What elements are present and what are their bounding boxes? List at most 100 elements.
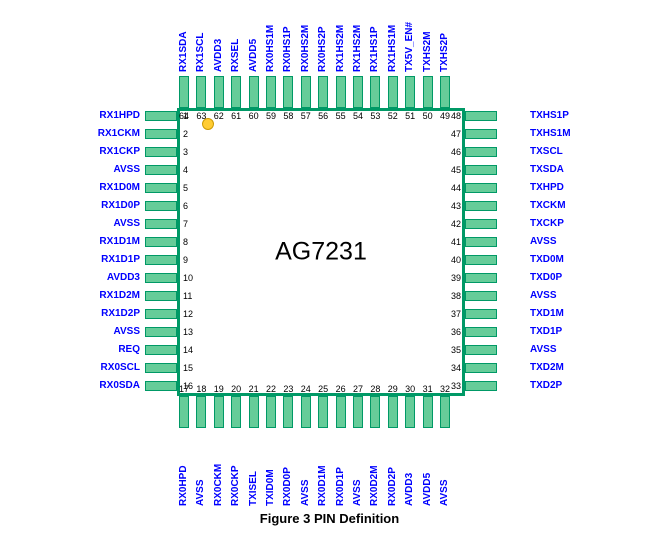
pin-63: [196, 76, 206, 108]
pin-20: [231, 396, 241, 428]
pin-41: [465, 237, 497, 247]
pin-num-63: 63: [193, 111, 209, 121]
pin-label-41: AVSS: [530, 236, 557, 247]
pin-num-61: 61: [228, 111, 244, 121]
pin-38: [465, 291, 497, 301]
pin-num-11: 11: [183, 291, 192, 301]
pin-label-1: RX1HPD: [40, 110, 140, 121]
pin-label-59: RX0HS1M: [265, 8, 276, 72]
pin-55: [336, 76, 346, 108]
pin-num-42: 42: [445, 219, 461, 229]
pin-48: [465, 111, 497, 121]
pin-label-8: RX1D1M: [40, 236, 140, 247]
pin-num-23: 23: [280, 384, 296, 394]
pin-label-40: TXD0M: [530, 254, 564, 265]
pin-num-3: 3: [183, 147, 188, 157]
pin-label-9: RX1D1P: [40, 254, 140, 265]
pin-num-12: 12: [183, 309, 193, 319]
pin-label-3: RX1CKP: [40, 146, 140, 157]
pin-label-11: RX1D2M: [40, 290, 140, 301]
pin-label-10: AVDD3: [40, 272, 140, 283]
pin-num-29: 29: [385, 384, 401, 394]
pin-num-26: 26: [333, 384, 349, 394]
pin-33: [465, 381, 497, 391]
pin-label-30: AVDD3: [404, 436, 415, 506]
pin-23: [283, 396, 293, 428]
pin-num-60: 60: [246, 111, 262, 121]
pin-num-31: 31: [420, 384, 436, 394]
pin-35: [465, 345, 497, 355]
pin-num-45: 45: [445, 165, 461, 175]
pin-label-39: TXD0P: [530, 272, 562, 283]
pin-label-43: TXCKM: [530, 200, 566, 211]
pin-label-5: RX1D0M: [40, 182, 140, 193]
pin-6: [145, 201, 177, 211]
pin-17: [179, 396, 189, 428]
pin-label-31: AVDD5: [422, 436, 433, 506]
pin-54: [353, 76, 363, 108]
pin-label-14: REQ: [40, 344, 140, 355]
pin-num-30: 30: [402, 384, 418, 394]
pin-30: [405, 396, 415, 428]
pin-10: [145, 273, 177, 283]
pin-28: [370, 396, 380, 428]
pin-label-52: RX1HS1M: [387, 8, 398, 72]
pin-label-24: AVSS: [300, 436, 311, 506]
pin-43: [465, 201, 497, 211]
pin-num-37: 37: [445, 309, 461, 319]
pin-num-44: 44: [445, 183, 461, 193]
pin-num-58: 58: [280, 111, 296, 121]
pin-60: [249, 76, 259, 108]
pin-62: [214, 76, 224, 108]
pin-label-22: TXID0M: [265, 436, 276, 506]
pin-num-8: 8: [183, 237, 188, 247]
pin-num-5: 5: [183, 183, 188, 193]
pin-label-42: TXCKP: [530, 218, 564, 229]
pin-5: [145, 183, 177, 193]
pin-num-25: 25: [315, 384, 331, 394]
pin-num-38: 38: [445, 291, 461, 301]
pin-num-57: 57: [298, 111, 314, 121]
pin-49: [440, 76, 450, 108]
pin-num-43: 43: [445, 201, 461, 211]
pin-14: [145, 345, 177, 355]
pin-label-2: RX1CKM: [40, 128, 140, 139]
pin-label-35: AVSS: [530, 344, 557, 355]
pin-4: [145, 165, 177, 175]
pin-label-23: RX0D0P: [282, 436, 293, 506]
pin-num-46: 46: [445, 147, 461, 157]
pin-3: [145, 147, 177, 157]
pin-40: [465, 255, 497, 265]
pin-19: [214, 396, 224, 428]
pin-label-6: RX1D0P: [40, 200, 140, 211]
pin-37: [465, 309, 497, 319]
pin-label-18: AVSS: [195, 436, 206, 506]
pin-label-27: AVSS: [352, 436, 363, 506]
pin-label-34: TXD2M: [530, 362, 564, 373]
pin-num-49: 49: [437, 111, 453, 121]
pin-2: [145, 129, 177, 139]
pin-18: [196, 396, 206, 428]
pin-46: [465, 147, 497, 157]
pin-label-61: RXSEL: [230, 8, 241, 72]
pin-label-7: AVSS: [40, 218, 140, 229]
pin-num-34: 34: [445, 363, 461, 373]
pin-num-32: 32: [437, 384, 453, 394]
pin-1: [145, 111, 177, 121]
pin-50: [423, 76, 433, 108]
pin-num-21: 21: [246, 384, 262, 394]
pin-label-51: TX5V_EN#: [404, 8, 415, 72]
pin-num-53: 53: [367, 111, 383, 121]
pin-num-56: 56: [315, 111, 331, 121]
pin-num-6: 6: [183, 201, 188, 211]
pin-label-25: RX0D1M: [317, 436, 328, 506]
pin-25: [318, 396, 328, 428]
pin-num-62: 62: [211, 111, 227, 121]
pin-label-29: RX0D2P: [387, 436, 398, 506]
pin-num-51: 51: [402, 111, 418, 121]
pin-44: [465, 183, 497, 193]
pin-8: [145, 237, 177, 247]
figure-caption: Figure 3 PIN Definition: [260, 511, 399, 526]
pin-label-47: TXHS1M: [530, 128, 571, 139]
pin-64: [179, 76, 189, 108]
